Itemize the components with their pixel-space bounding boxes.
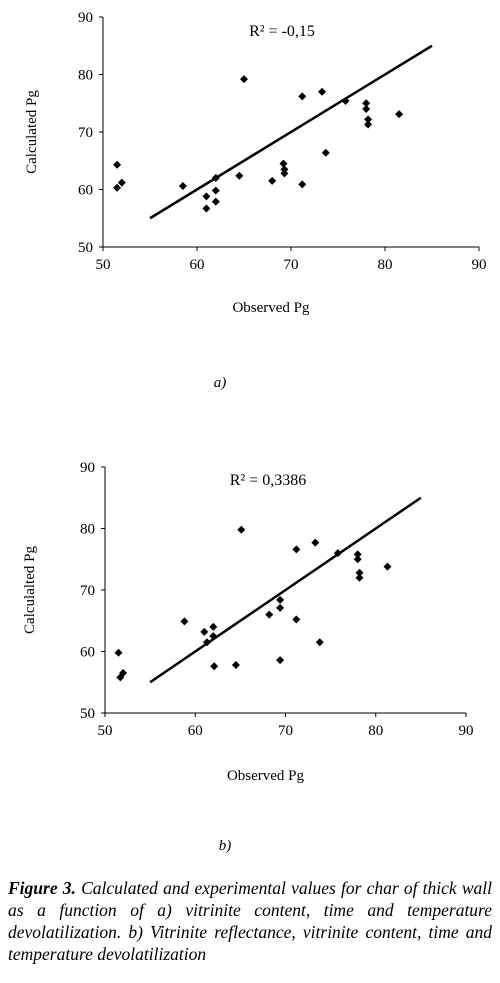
- x-axis-title: Observed Pg: [227, 768, 305, 784]
- data-point: [292, 615, 301, 624]
- data-point: [276, 595, 285, 604]
- data-point: [202, 204, 211, 213]
- y-tick-label: 70: [80, 583, 95, 599]
- data-point: [178, 182, 187, 191]
- data-point: [265, 610, 274, 619]
- data-point: [211, 186, 220, 195]
- data-point: [113, 160, 122, 169]
- data-point: [298, 180, 307, 189]
- data-point: [292, 545, 301, 554]
- data-point: [315, 638, 324, 647]
- data-point: [364, 120, 373, 129]
- x-tick-label: 60: [190, 257, 205, 273]
- data-point: [202, 192, 211, 201]
- figure-caption: Figure 3. Calculated and experimental va…: [8, 877, 492, 965]
- y-tick-label: 90: [80, 460, 95, 476]
- y-tick-label: 70: [78, 125, 93, 141]
- data-point: [355, 573, 364, 582]
- data-point: [200, 627, 209, 636]
- data-point: [318, 87, 327, 96]
- data-point: [279, 159, 288, 168]
- data-point: [341, 96, 350, 105]
- x-tick-label: 60: [188, 723, 203, 739]
- data-point: [353, 550, 362, 559]
- y-tick-label: 80: [78, 68, 93, 84]
- panel-label-a: a): [213, 375, 227, 391]
- x-axis-title: Observed Pg: [232, 300, 310, 316]
- data-point: [311, 538, 320, 547]
- x-tick-label: 50: [98, 723, 113, 739]
- y-tick-label: 80: [80, 522, 95, 538]
- y-tick-label: 60: [80, 645, 95, 661]
- x-tick-label: 50: [96, 257, 111, 273]
- x-tick-label: 90: [459, 723, 474, 739]
- y-tick-label: 60: [78, 183, 93, 199]
- data-point: [119, 669, 128, 678]
- data-point: [333, 549, 342, 558]
- data-point: [280, 165, 289, 174]
- data-point: [355, 568, 364, 577]
- data-point: [235, 171, 244, 180]
- data-point: [210, 662, 219, 671]
- data-point: [211, 197, 220, 206]
- y-tick-label: 50: [78, 240, 93, 256]
- data-point: [237, 525, 246, 534]
- x-tick-label: 80: [378, 257, 393, 273]
- r-squared-annotation: R² = -0,15: [249, 23, 315, 40]
- data-point: [298, 92, 307, 101]
- y-axis-title: Calculalted Pg: [22, 546, 38, 634]
- data-point: [209, 622, 218, 631]
- scatter-chart-b: 50 60 70 80 90 50 60 70 80 90 Observed Pg Calculalt…: [22, 460, 474, 784]
- reference-line: [149, 44, 433, 220]
- x-tick-label: 70: [284, 257, 299, 273]
- x-tick-label: 80: [368, 723, 383, 739]
- data-point: [202, 638, 211, 647]
- data-point: [209, 632, 218, 641]
- data-point: [276, 656, 285, 665]
- data-point: [114, 648, 123, 657]
- data-point: [362, 99, 371, 108]
- data-point: [268, 176, 277, 185]
- data-point: [280, 169, 289, 178]
- scatter-chart-a: 50 60 70 80 90 50 60 70 80 90 Observed Pg Calculate…: [24, 10, 487, 316]
- caption-label: Figure 3.: [8, 878, 76, 898]
- data-point: [353, 555, 362, 564]
- data-point: [231, 661, 240, 670]
- data-point: [276, 603, 285, 612]
- panel-label-b: b): [218, 838, 232, 854]
- y-axis-title: Calculated Pg: [24, 90, 40, 174]
- caption-text: Calculated and experimental values for c…: [8, 878, 492, 964]
- data-point: [180, 617, 189, 626]
- data-point: [211, 174, 220, 182]
- x-tick-label: 90: [472, 257, 487, 273]
- x-tick-label: 70: [278, 723, 293, 739]
- data-point: [383, 562, 392, 571]
- data-point: [321, 148, 330, 157]
- y-tick-label: 50: [80, 706, 95, 722]
- reference-line: [149, 496, 422, 684]
- data-point: [240, 75, 248, 84]
- data-point: [395, 110, 404, 119]
- y-tick-label: 90: [78, 10, 93, 26]
- r-squared-annotation: R² = 0,3386: [230, 472, 307, 489]
- data-point: [117, 178, 126, 187]
- data-point: [362, 105, 371, 113]
- data-point: [113, 183, 122, 192]
- data-point: [364, 115, 373, 124]
